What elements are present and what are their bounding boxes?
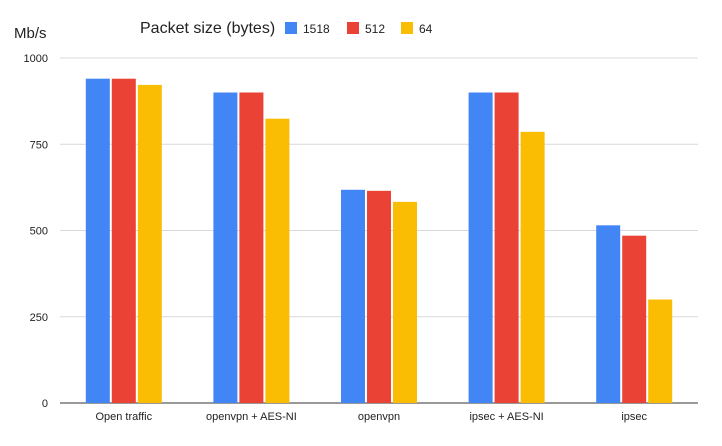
x-category-labels: Open traffic openvpn + AES-NI openvpn ipsec… <box>95 411 647 423</box>
bar-1518 <box>85 78 110 403</box>
legend-label-1518: 1518 <box>303 22 330 36</box>
y-tick-label: 500 <box>30 226 48 238</box>
bar-64 <box>137 84 162 403</box>
legend-swatch-512 <box>347 22 359 34</box>
legend-swatch-64 <box>401 22 413 34</box>
y-axis-label: Mb/s <box>14 25 47 42</box>
bar-512 <box>239 92 264 403</box>
legend-swatch-1518 <box>285 22 297 34</box>
legend-label-64: 64 <box>419 22 433 36</box>
bar-64 <box>265 118 290 403</box>
bars <box>85 78 673 403</box>
bar-512 <box>622 235 647 403</box>
x-category-label: openvpn + AES-NI <box>206 411 297 423</box>
bar-512 <box>111 78 136 403</box>
y-tick-label: 1000 <box>24 53 48 65</box>
y-tick-label: 750 <box>30 139 48 151</box>
bar-1518 <box>341 189 365 403</box>
bar-64 <box>648 299 673 403</box>
x-category-label: Open traffic <box>95 411 152 423</box>
bar-1518 <box>468 92 493 403</box>
bar-64 <box>393 201 417 403</box>
y-tick-label: 0 <box>42 398 48 410</box>
y-tick-labels: 0 250 500 750 1000 <box>24 53 48 410</box>
bar-64 <box>520 131 545 403</box>
bar-1518 <box>213 92 238 403</box>
legend-title: Packet size (bytes) <box>140 20 275 37</box>
legend: Packet size (bytes) 1518 512 64 <box>140 20 433 37</box>
x-category-label: openvpn <box>358 411 400 423</box>
bar-512 <box>367 190 391 403</box>
x-category-label: ipsec <box>621 411 647 423</box>
bar-512 <box>494 92 519 403</box>
x-category-label: ipsec + AES-NI <box>469 411 543 423</box>
legend-label-512: 512 <box>365 22 385 36</box>
y-tick-label: 250 <box>30 312 48 324</box>
bar-1518 <box>596 225 621 403</box>
